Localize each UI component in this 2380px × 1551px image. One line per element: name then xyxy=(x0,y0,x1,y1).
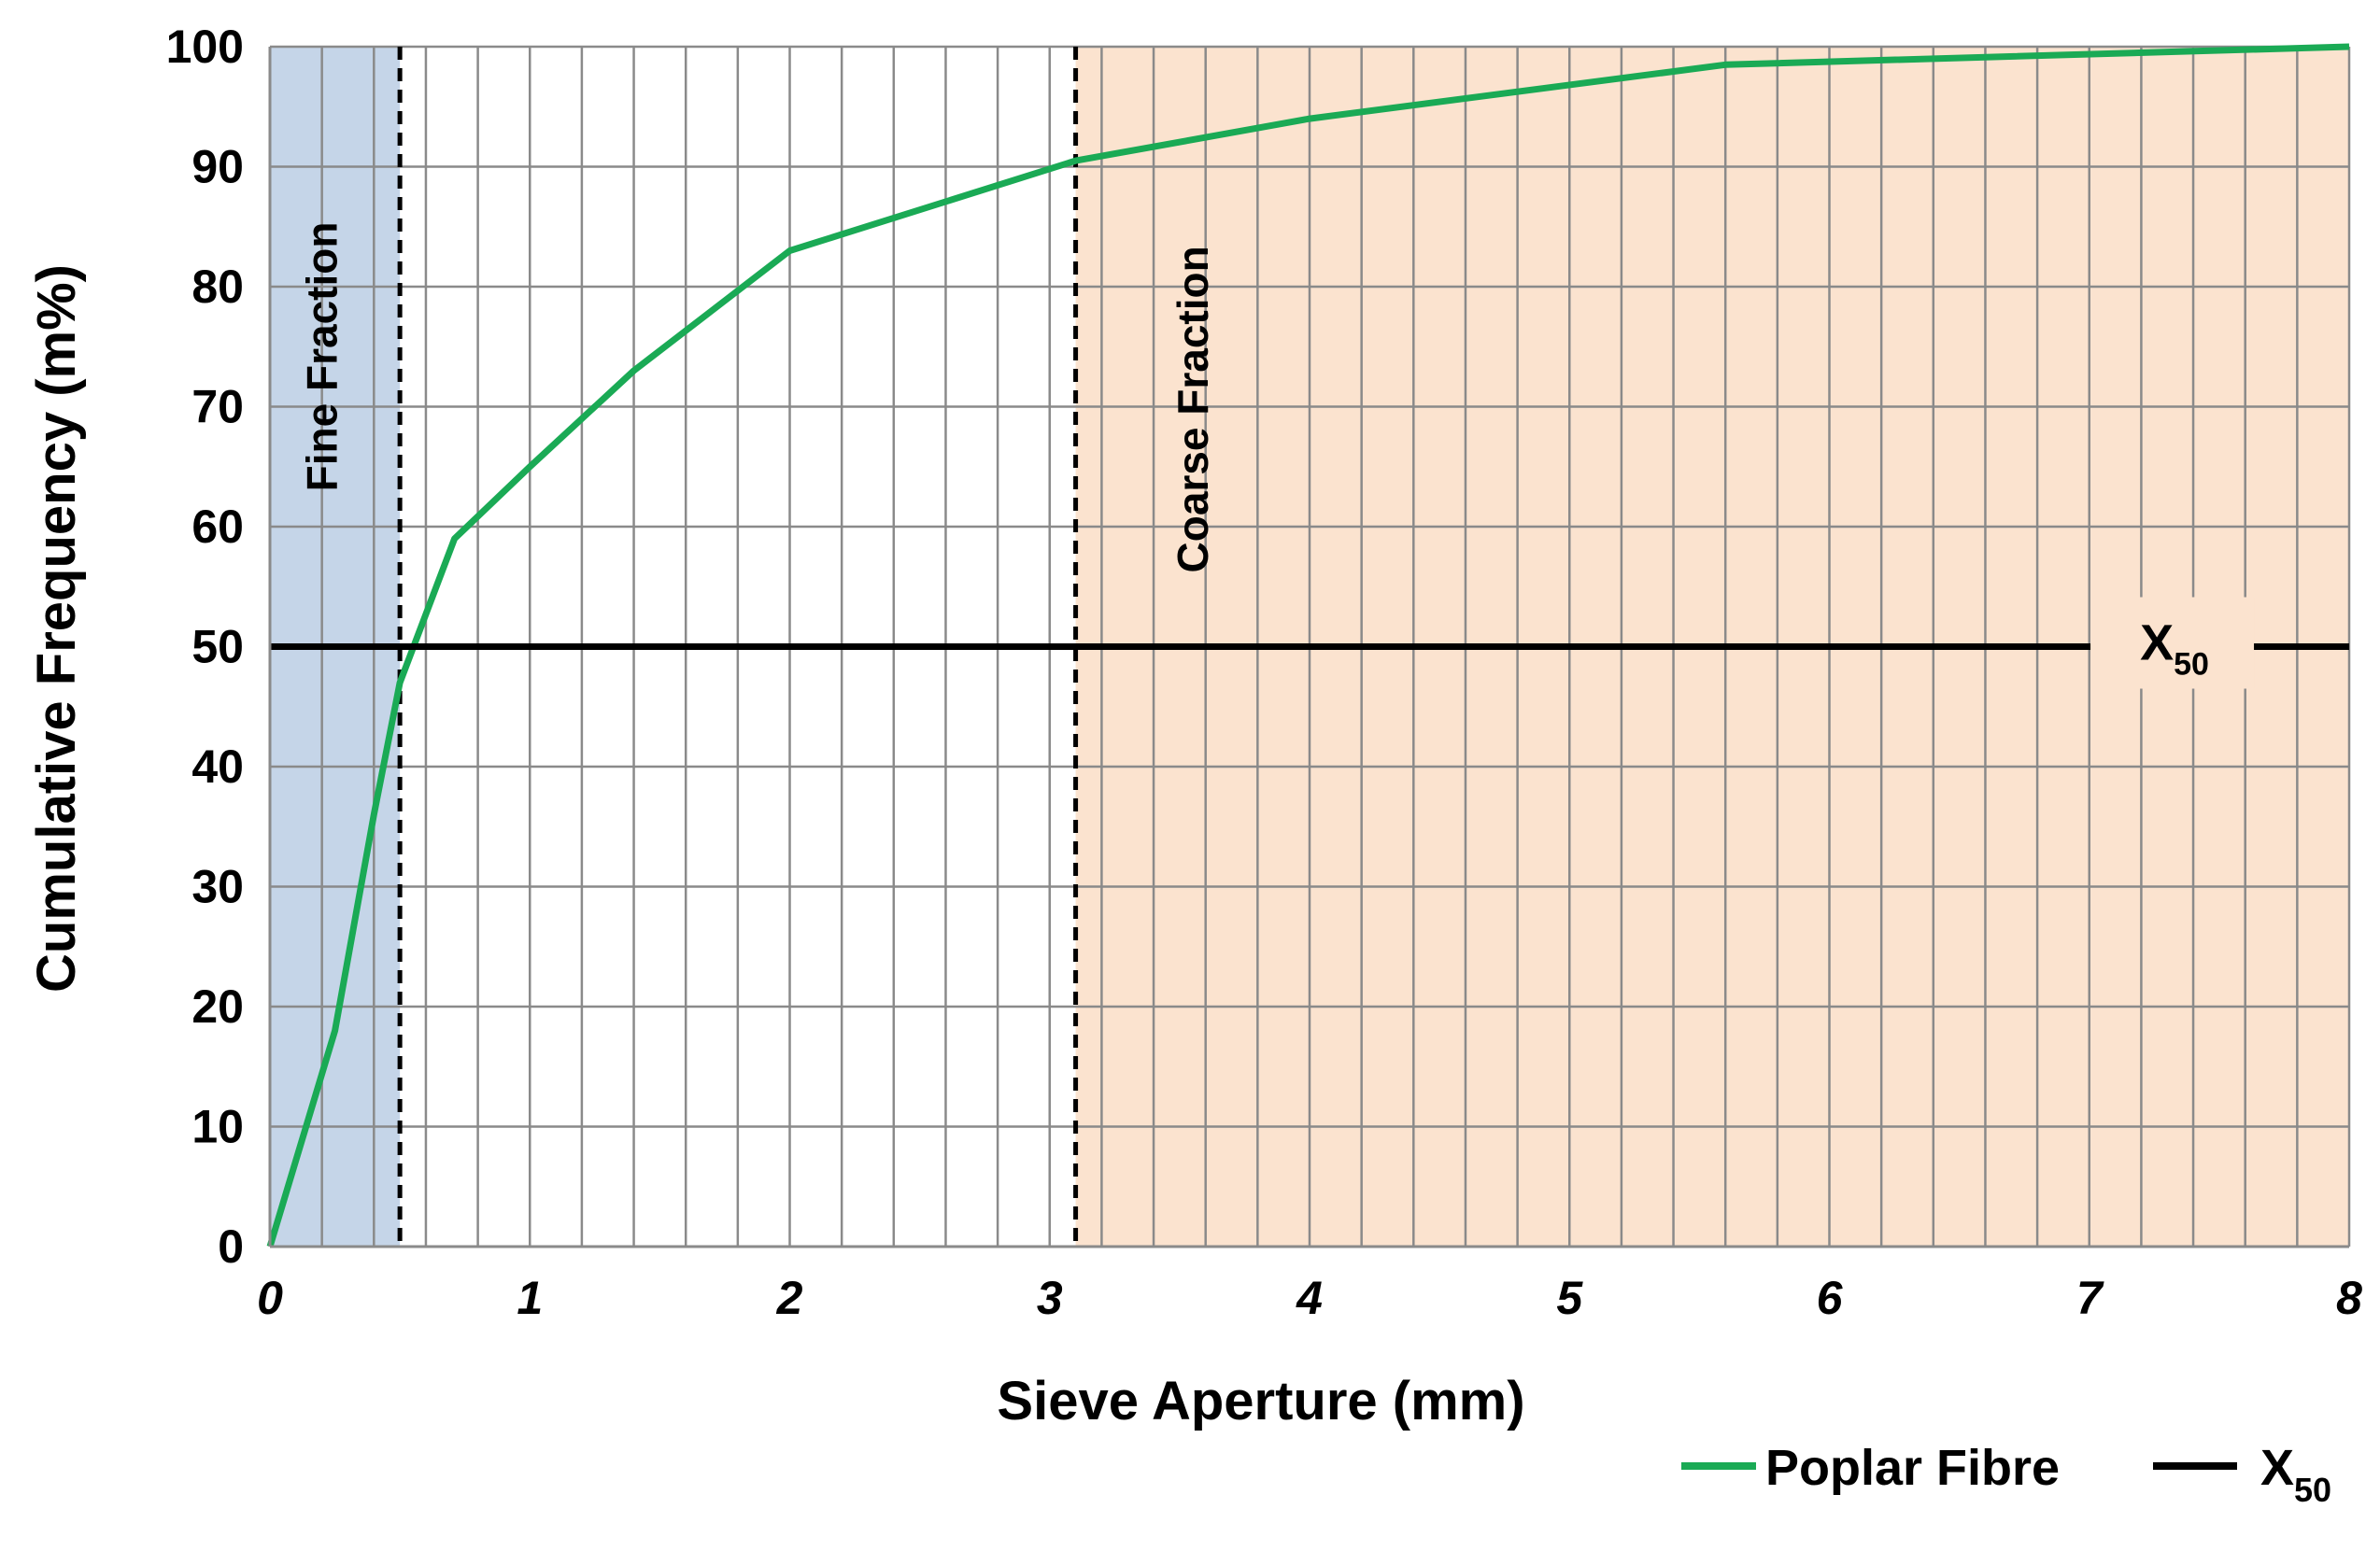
x-tick-label: 1 xyxy=(517,1272,543,1324)
y-tick-label: 90 xyxy=(191,141,244,193)
x-tick-label: 6 xyxy=(1817,1272,1844,1324)
y-tick-label: 30 xyxy=(191,861,244,913)
y-tick-label: 10 xyxy=(191,1101,244,1153)
series-line-0 xyxy=(266,43,2350,1248)
legend-label-x50: X50 xyxy=(2260,1440,2331,1509)
y-tick-label: 20 xyxy=(191,980,244,1033)
x-tick-label: 0 xyxy=(257,1272,283,1324)
y-tick-label: 80 xyxy=(191,261,244,313)
x-tick-label: 7 xyxy=(2076,1272,2104,1324)
y-tick-label: 0 xyxy=(218,1220,244,1273)
fine-fraction-label: Fine Fraction xyxy=(298,222,347,492)
x-tick-label: 2 xyxy=(776,1272,803,1324)
x-tick-label: 3 xyxy=(1037,1272,1063,1324)
y-tick-label: 70 xyxy=(191,381,244,433)
y-tick-label: 50 xyxy=(191,621,244,673)
x50-annotation: X50 xyxy=(2090,597,2255,689)
legend: Poplar Fibre X50 xyxy=(1681,1440,2331,1509)
x-tick-label: 8 xyxy=(2336,1272,2362,1324)
coarse-fraction-label: Coarse Fraction xyxy=(1169,246,1217,572)
x-tick-label: 4 xyxy=(1296,1272,1323,1324)
x-tick-label: 5 xyxy=(1556,1272,1583,1324)
series-lines xyxy=(266,43,2350,1248)
legend-label-poplar: Poplar Fibre xyxy=(1765,1440,2060,1496)
y-tick-label: 40 xyxy=(191,740,244,793)
axes xyxy=(268,47,2349,1248)
annotation-box xyxy=(2090,597,2255,689)
x-axis-title: Sieve Aperture (mm) xyxy=(997,1371,1524,1431)
y-axis-title: Cumulative Frequency (m%) xyxy=(26,264,87,993)
y-tick-label: 100 xyxy=(166,21,244,73)
fraction-boundaries xyxy=(397,47,1079,1247)
region-labels: Fine Fraction Coarse Fraction xyxy=(298,222,1217,573)
y-tick-label: 60 xyxy=(191,501,244,553)
